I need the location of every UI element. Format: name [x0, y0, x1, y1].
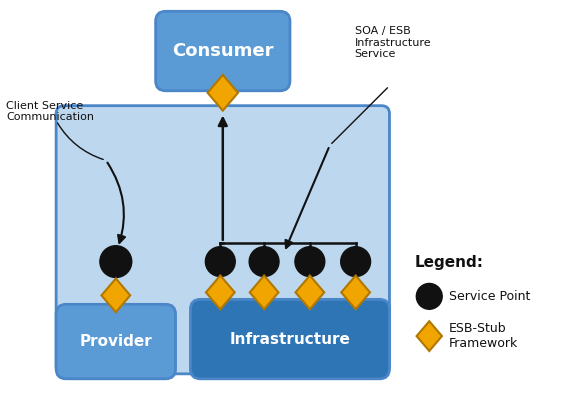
- Text: Service Point: Service Point: [449, 290, 531, 303]
- Text: Infrastructure: Infrastructure: [230, 332, 350, 346]
- Text: Provider: Provider: [80, 334, 152, 349]
- Polygon shape: [296, 275, 324, 309]
- Circle shape: [416, 284, 442, 309]
- Polygon shape: [250, 275, 279, 309]
- FancyBboxPatch shape: [191, 299, 390, 379]
- Circle shape: [341, 247, 371, 277]
- Text: ESB-Stub
Framework: ESB-Stub Framework: [449, 322, 518, 350]
- Circle shape: [100, 246, 132, 277]
- Polygon shape: [206, 275, 235, 309]
- Text: Legend:: Legend:: [415, 255, 483, 270]
- FancyBboxPatch shape: [156, 11, 290, 91]
- Circle shape: [295, 247, 325, 277]
- Polygon shape: [341, 275, 370, 309]
- Text: SOA / ESB
Infrastructure
Service: SOA / ESB Infrastructure Service: [355, 26, 431, 60]
- FancyBboxPatch shape: [56, 106, 390, 374]
- FancyBboxPatch shape: [56, 304, 175, 379]
- Text: Client Service
Communication: Client Service Communication: [6, 101, 94, 122]
- Polygon shape: [102, 279, 130, 312]
- Text: Consumer: Consumer: [172, 42, 274, 60]
- Circle shape: [205, 247, 235, 277]
- Polygon shape: [417, 321, 442, 351]
- Circle shape: [249, 247, 279, 277]
- Polygon shape: [208, 75, 238, 111]
